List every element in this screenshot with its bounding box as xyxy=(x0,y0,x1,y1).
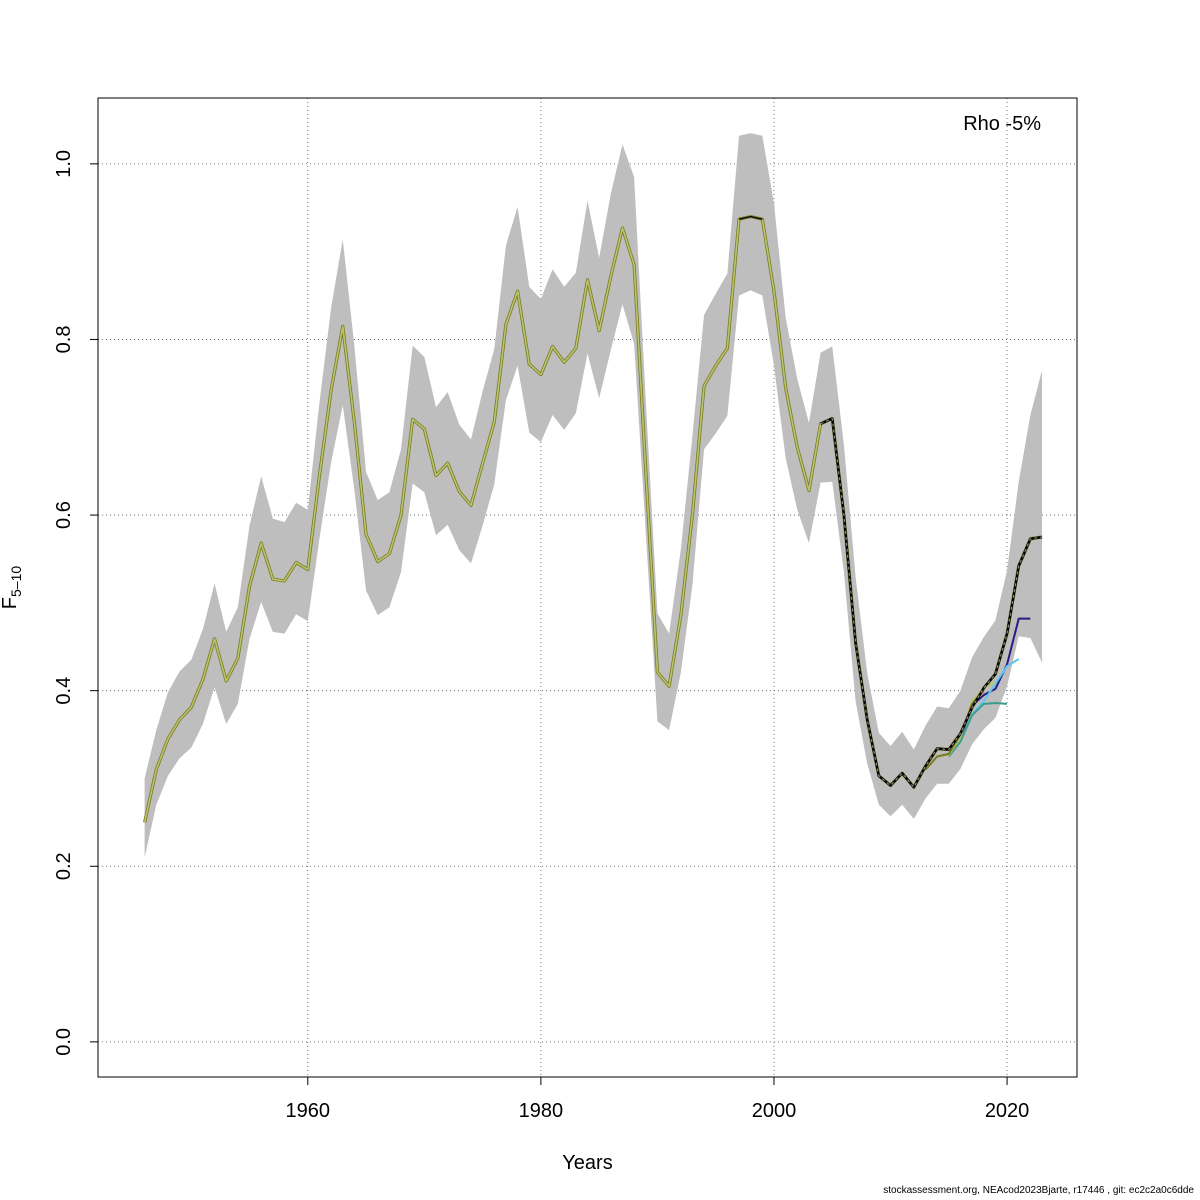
confidence-band-area xyxy=(144,133,1043,858)
series-line-peel-3 xyxy=(948,701,1008,758)
x-axis: 1960 1980 2000 2020 xyxy=(286,1076,1030,1122)
series-line-peel-5 xyxy=(924,690,985,771)
x-axis-title: Years xyxy=(562,1152,612,1174)
y-axis-title-main: F xyxy=(0,597,21,609)
y-tick-label: 0.0 xyxy=(53,1028,75,1056)
confidence-band xyxy=(144,133,1043,858)
series-line-peel-base-inner xyxy=(143,215,1043,823)
footer-credit: stockassessment.org, NEAcod2023Bjarte, r… xyxy=(883,1185,1194,1196)
y-axis-title-subscript: 5–10 xyxy=(8,566,24,597)
x-tick-label: 2020 xyxy=(985,1100,1030,1122)
series-line-main-dashed xyxy=(820,417,1043,789)
x-tick-label: 2000 xyxy=(752,1100,797,1122)
y-tick-label: 0.4 xyxy=(53,677,75,705)
rho-annotation: Rho -5% xyxy=(963,113,1041,135)
y-axis-title: F5–10 xyxy=(0,566,24,610)
y-tick-label: 0.2 xyxy=(53,852,75,880)
y-tick-label: 1.0 xyxy=(53,150,75,178)
x-tick-label: 1980 xyxy=(519,1100,564,1122)
y-axis: 0.0 0.2 0.4 0.6 0.8 1.0 xyxy=(53,150,98,1056)
series-line-main-peak xyxy=(738,215,763,220)
x-tick-label: 1960 xyxy=(286,1100,331,1122)
y-tick-label: 0.6 xyxy=(53,501,75,529)
y-tick-label: 0.8 xyxy=(53,326,75,354)
series-lines xyxy=(143,214,1043,823)
